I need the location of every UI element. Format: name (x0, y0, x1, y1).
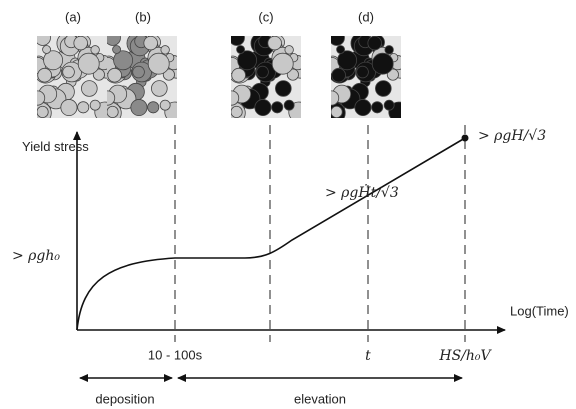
grain (30, 91, 44, 105)
grain (324, 91, 338, 105)
grain (232, 68, 246, 82)
annotation: > ρgH/√3 (478, 128, 546, 144)
grain (38, 68, 52, 82)
grain (272, 53, 293, 74)
grain (108, 68, 122, 82)
x-axis-label: Log(Time) (510, 303, 569, 318)
annotation: > ρgḢt/√3 (325, 183, 399, 201)
grain (355, 99, 371, 115)
grain (385, 46, 394, 55)
x-tick-label: t (365, 348, 371, 364)
grain (372, 53, 393, 74)
grain (357, 66, 369, 78)
grain (81, 81, 97, 97)
grain (375, 81, 391, 97)
grain (257, 66, 269, 78)
grain (229, 30, 245, 46)
grain (148, 53, 169, 74)
grain (224, 91, 238, 105)
curve (77, 138, 465, 330)
grain (372, 102, 383, 113)
grain (144, 36, 158, 50)
grain (91, 46, 100, 55)
grain (329, 30, 345, 46)
panel-label: (c) (258, 9, 273, 24)
grain (237, 45, 245, 53)
grain (384, 100, 394, 110)
grain (133, 66, 145, 78)
grain (148, 102, 159, 113)
grain (78, 102, 89, 113)
grain (337, 45, 345, 53)
grain (255, 99, 271, 115)
grain (37, 106, 48, 117)
grain (275, 81, 291, 97)
grain (368, 36, 382, 50)
panel-images (29, 30, 408, 124)
panel-image (323, 30, 408, 124)
grain (35, 30, 51, 46)
grain (268, 36, 282, 50)
grain (151, 81, 167, 97)
grain (161, 46, 170, 55)
y-axis-label: Yield stress (22, 139, 89, 154)
grain (113, 45, 121, 53)
panel-image (223, 30, 308, 124)
panel-label: (b) (135, 9, 151, 24)
grain (90, 100, 100, 110)
grain (284, 100, 294, 110)
panel-label: (a) (65, 9, 81, 24)
figure: (a) (b) (c) (d) Yield stress > ρgh₀ Log(… (0, 0, 576, 409)
grain (160, 100, 170, 110)
grain (107, 106, 118, 117)
panel-label: (d) (358, 9, 374, 24)
grain (231, 106, 242, 117)
phase-label: deposition (95, 391, 154, 406)
grain (272, 102, 283, 113)
grain (285, 46, 294, 55)
grain (63, 66, 75, 78)
grain (105, 30, 121, 46)
phase-label: elevation (294, 391, 346, 406)
panel-image (29, 30, 114, 124)
x-tick-label: HS/h₀V (438, 348, 492, 364)
panel-image (99, 30, 184, 124)
x-tick-label: 10 - 100s (148, 347, 203, 362)
grain (332, 68, 346, 82)
grain (74, 36, 88, 50)
level-label: > ρgh₀ (12, 248, 60, 264)
grain (78, 53, 99, 74)
grain (131, 99, 147, 115)
grain (331, 106, 342, 117)
end-point (462, 135, 469, 142)
grain (61, 99, 77, 115)
grain (43, 45, 51, 53)
